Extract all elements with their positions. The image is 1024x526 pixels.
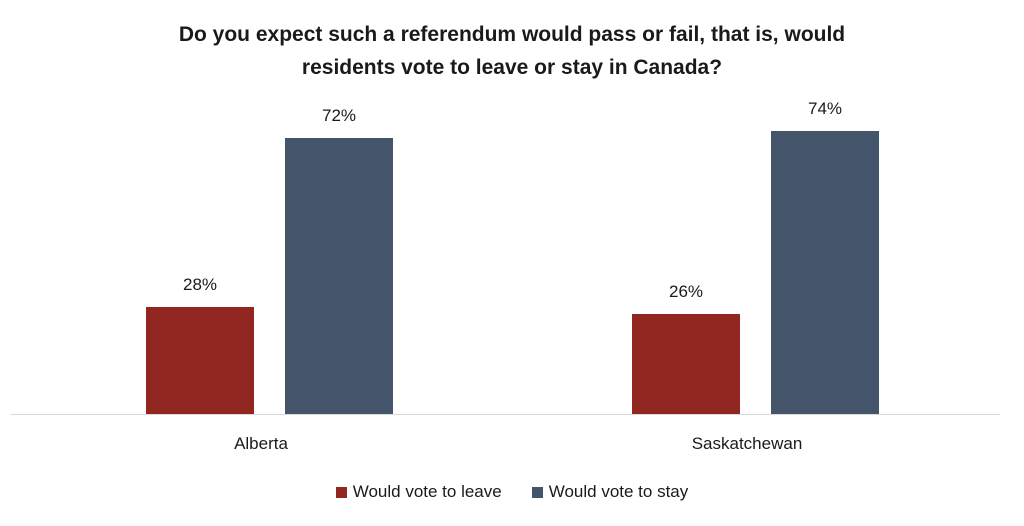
x-axis-line [10,414,1000,415]
bar-saskatchewan-stay [771,130,879,414]
data-label-alberta-stay: 72% [321,106,357,126]
category-label-alberta: Alberta [234,434,288,453]
legend-swatch-stay [531,486,543,498]
data-label-saskatchewan-leave: 26% [668,282,704,302]
legend-label-stay: Would vote to stay [548,482,689,501]
legend-item-stay: Would vote to stay [531,482,689,502]
title-line-2: residents vote to leave or stay in Canad… [301,56,723,79]
bar-saskatchewan-leave [632,314,740,414]
legend: Would vote to leave Would vote to stay [0,482,1024,502]
data-label-saskatchewan-stay: 74% [807,98,843,118]
bar-alberta-stay [285,138,393,414]
category-label-saskatchewan: Saskatchewan [691,434,803,453]
data-label-alberta-leave: 28% [182,274,218,294]
title-line-1: Do you expect such a referendum would pa… [178,23,846,46]
bar-alberta-leave [146,306,254,414]
chart-title: Do you expect such a referendum would pa… [0,18,1024,84]
legend-label-leave: Would vote to leave [352,482,502,501]
legend-swatch-leave [335,486,347,498]
legend-item-leave: Would vote to leave [335,482,502,502]
